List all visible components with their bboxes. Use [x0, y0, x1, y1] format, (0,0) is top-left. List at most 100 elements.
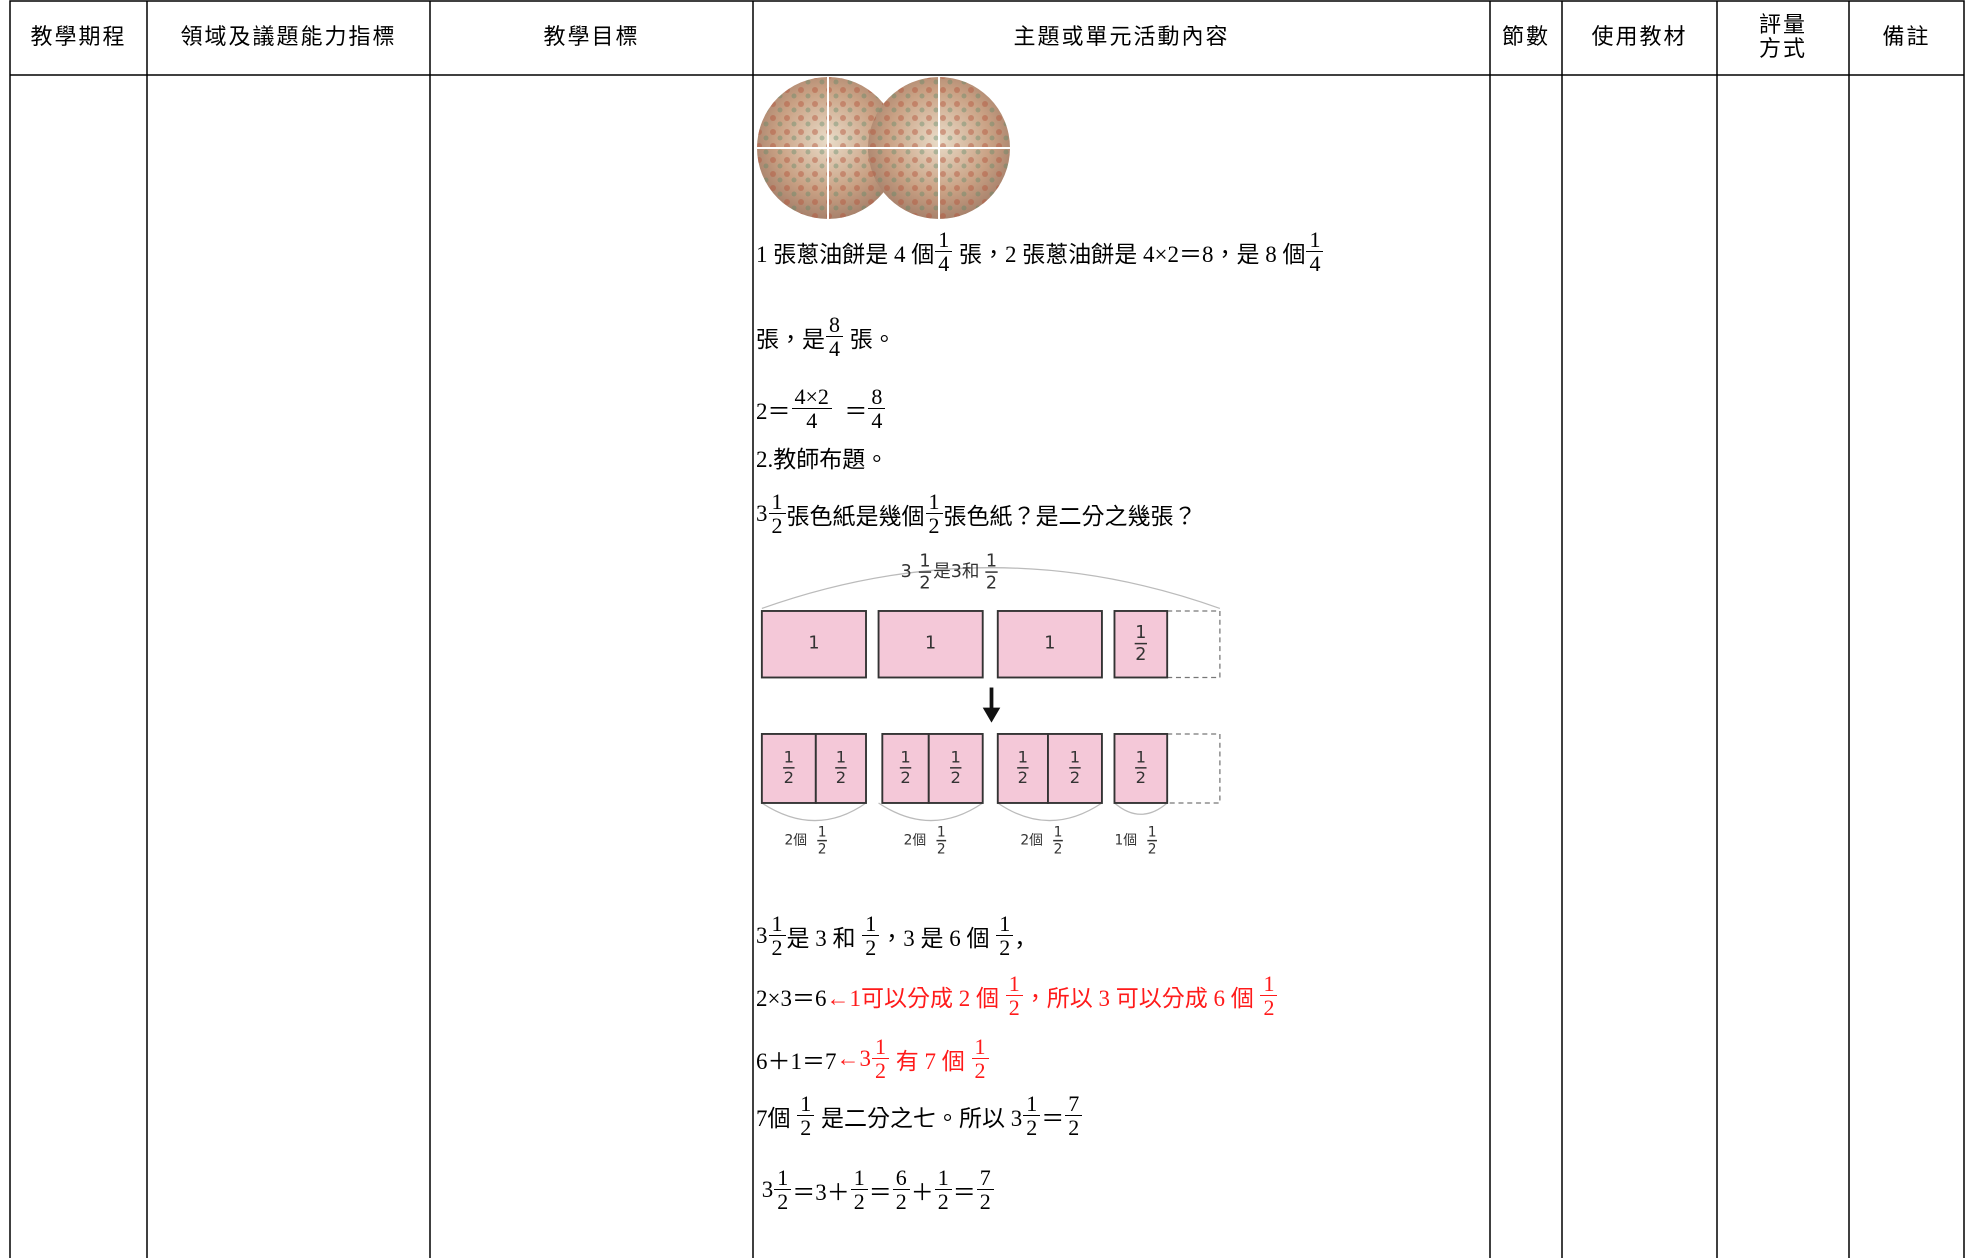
- numerator: 1: [872, 1035, 889, 1060]
- text: 2: [919, 573, 930, 593]
- text: 6＋1＝7: [756, 1048, 837, 1074]
- denominator: 4: [938, 251, 950, 277]
- text: 2: [818, 842, 827, 858]
- text: 2: [951, 768, 961, 787]
- numerator: 4×2: [791, 385, 832, 410]
- text: 2: [1054, 842, 1063, 858]
- header-text: 主題或單元活動內容: [1013, 24, 1230, 50]
- text: 1 張蔥油餅是 4 個: [756, 241, 935, 267]
- text: 1: [919, 552, 930, 572]
- text: 2: [937, 842, 946, 858]
- text: ，所以 3 可以分成 6 個: [1023, 985, 1260, 1011]
- text: ＝: [1041, 1105, 1065, 1131]
- text: 1: [1018, 748, 1028, 767]
- header-text: 領域及議題能力指標: [180, 24, 397, 50]
- denominator: 2: [875, 1058, 886, 1084]
- denominator: 2: [1008, 995, 1020, 1021]
- text: 2個: [904, 833, 927, 849]
- header-cell: 主題或單元活動內容: [753, 0, 1490, 75]
- text: ＝: [832, 398, 868, 424]
- text: 1: [1070, 748, 1080, 767]
- text: 1: [1148, 824, 1157, 840]
- numerator: 1: [1023, 1092, 1041, 1117]
- whole-box: [996, 610, 1103, 679]
- header-text: 教學目標: [543, 24, 640, 50]
- whole-box: [760, 610, 867, 679]
- text: 2: [1148, 842, 1157, 858]
- numerator: 1: [935, 228, 953, 253]
- text-line: 3 1 2 張色紙是幾個 1 2 張色紙？是二分之幾張？: [756, 490, 1197, 537]
- text: 1: [937, 824, 946, 840]
- text: 2＝: [756, 398, 791, 424]
- denominator: 2: [974, 1058, 986, 1084]
- text: 張色紙是幾個: [786, 503, 925, 529]
- text: 2: [1018, 768, 1028, 787]
- text: 7個: [756, 1105, 797, 1131]
- text: 1: [836, 748, 846, 767]
- denominator: 2: [800, 1115, 812, 1141]
- denominator: 2: [1068, 1115, 1080, 1141]
- denominator: 2: [853, 1189, 865, 1215]
- numerator: 1: [971, 1035, 989, 1060]
- pizza: [757, 77, 899, 219]
- fraction: 4×2 4: [791, 385, 832, 432]
- text: 1: [1054, 824, 1063, 840]
- numerator: 1: [1306, 228, 1324, 253]
- text: 張色紙？是二分之幾張？: [943, 503, 1197, 529]
- pizza: [868, 77, 1010, 219]
- text: 2: [1136, 768, 1146, 787]
- denominator: 2: [777, 1189, 789, 1215]
- denominator: 2: [1263, 995, 1275, 1021]
- denominator: 2: [937, 1189, 949, 1215]
- numerator: 1: [1005, 972, 1023, 997]
- text: 張。: [844, 326, 896, 352]
- text: 2: [1135, 645, 1146, 665]
- denominator: 2: [895, 1189, 907, 1215]
- text-line: 2＝ 4×2 4 ＝ 8 4: [756, 385, 886, 432]
- numerator: 6: [892, 1166, 910, 1191]
- numerator: 1: [797, 1092, 815, 1117]
- text: 3: [901, 562, 912, 582]
- header-text: 備註: [1882, 24, 1931, 50]
- text-line: 2.教師布題。: [756, 440, 888, 474]
- text: 1: [900, 748, 910, 767]
- pizza-images: [757, 77, 1010, 219]
- numerator: 1: [768, 912, 786, 937]
- header-cell: 領域及議題能力指標: [147, 0, 430, 75]
- header-cell: 節數: [1490, 0, 1562, 75]
- denominator: 4: [871, 408, 883, 434]
- text: ，: [1014, 925, 1038, 951]
- text: ，3 是 6 個: [880, 925, 996, 951]
- denominator: 2: [865, 935, 877, 961]
- denominator: 2: [928, 513, 940, 539]
- text: 1: [1135, 623, 1146, 643]
- text: 1: [986, 552, 997, 572]
- numerator: 1: [862, 912, 880, 937]
- header-cell: 備註: [1849, 0, 1964, 75]
- numerator: 7: [976, 1166, 994, 1191]
- numerator: 1: [774, 1166, 792, 1191]
- denominator: 2: [771, 935, 783, 961]
- text: 2: [1070, 768, 1080, 787]
- numerator: 1: [768, 490, 786, 515]
- numerator: 1: [934, 1166, 952, 1191]
